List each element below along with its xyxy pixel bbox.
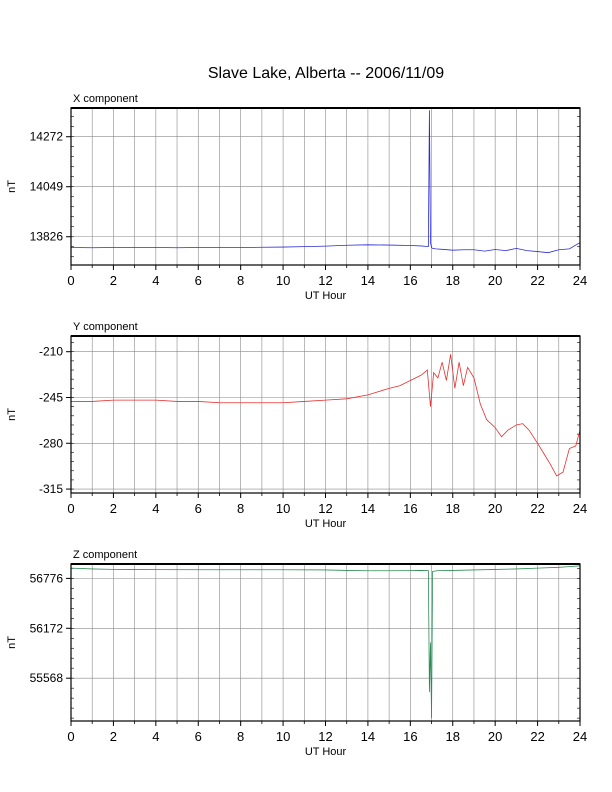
panel-z-xtick-label: 16 [403,729,417,744]
panel-y-xlabel: UT Hour [305,518,347,530]
panel-y-ytick-label: -245 [39,390,63,404]
panel-y-xtick-label: 22 [530,501,544,516]
panel-z-xtick-label: 24 [573,729,587,744]
panel-x-xtick-label: 4 [152,273,159,288]
panel-x-xtick-label: 16 [403,273,417,288]
panel-y-ytick-label: -280 [39,436,63,450]
panel-y-xtick-label: 14 [361,501,375,516]
panel-y-ytick-label: -210 [39,345,63,359]
panel-x-xlabel: UT Hour [305,290,347,302]
panel-x-xtick-label: 10 [276,273,290,288]
panel-x-xtick-label: 6 [195,273,202,288]
panel-z-xtick-label: 22 [530,729,544,744]
panel-x-series-line [70,110,581,254]
panel-z-xtick-label: 12 [318,729,332,744]
panel-x-xtick-label: 24 [573,273,587,288]
panel-x-ytick-label: 14049 [30,180,64,194]
panel-x-ytick-label: 14272 [30,130,64,144]
panel-z-xtick-label: 14 [361,729,375,744]
panel-z-xtick-label: 10 [276,729,290,744]
panel-y-ytick-label: -315 [39,482,63,496]
panel-y-xtick-label: 20 [488,501,502,516]
panel-z-xtick-label: 2 [110,729,117,744]
panel-x-xtick-label: 12 [318,273,332,288]
panel-z-xtick-label: 6 [195,729,202,744]
panel-x-ytick-label: 13826 [30,230,64,244]
panel-y-title: Y component [73,321,138,333]
panel-x-xtick-label: 18 [446,273,460,288]
panel-y-xtick-label: 4 [152,501,159,516]
panel-z-title: Z component [73,549,137,561]
panel-z-ylabel: nT [6,636,18,649]
panel-y-ylabel: nT [6,408,18,421]
panel-z-xlabel: UT Hour [305,746,347,758]
panel-z-ytick-label: 56172 [30,621,64,635]
panel-x-xtick-label: 0 [67,273,74,288]
panel-x-ylabel: nT [6,180,18,193]
panel-y-xtick-label: 24 [573,501,587,516]
panel-x-xtick-label: 22 [530,273,544,288]
panel-x-xtick-label: 20 [488,273,502,288]
panel-z-xtick-label: 20 [488,729,502,744]
panel-x-title: X component [73,93,138,105]
panel-y-xtick-label: 8 [237,501,244,516]
panel-y-xtick-label: 16 [403,501,417,516]
panel-x-xtick-label: 8 [237,273,244,288]
panel-y-xtick-label: 2 [110,501,117,516]
panel-y-xtick-label: 18 [446,501,460,516]
panel-z-xtick-label: 4 [152,729,159,744]
panel-y-xtick-label: 0 [67,501,74,516]
figure-title: Slave Lake, Alberta -- 2006/11/09 [208,65,444,82]
panel-z-series-line [70,565,581,719]
panel-y-series-line [71,354,581,477]
panel-z-xtick-label: 18 [446,729,460,744]
panel-z-ytick-label: 56776 [30,571,64,585]
panel-z-ytick-label: 55568 [30,671,64,685]
panel-y-xtick-label: 12 [318,501,332,516]
panel-z-xtick-label: 0 [67,729,74,744]
panel-z-xtick-label: 8 [237,729,244,744]
panel-y-xtick-label: 6 [195,501,202,516]
panel-x-xtick-label: 2 [110,273,117,288]
panel-x-xtick-label: 14 [361,273,375,288]
panel-y-xtick-label: 10 [276,501,290,516]
